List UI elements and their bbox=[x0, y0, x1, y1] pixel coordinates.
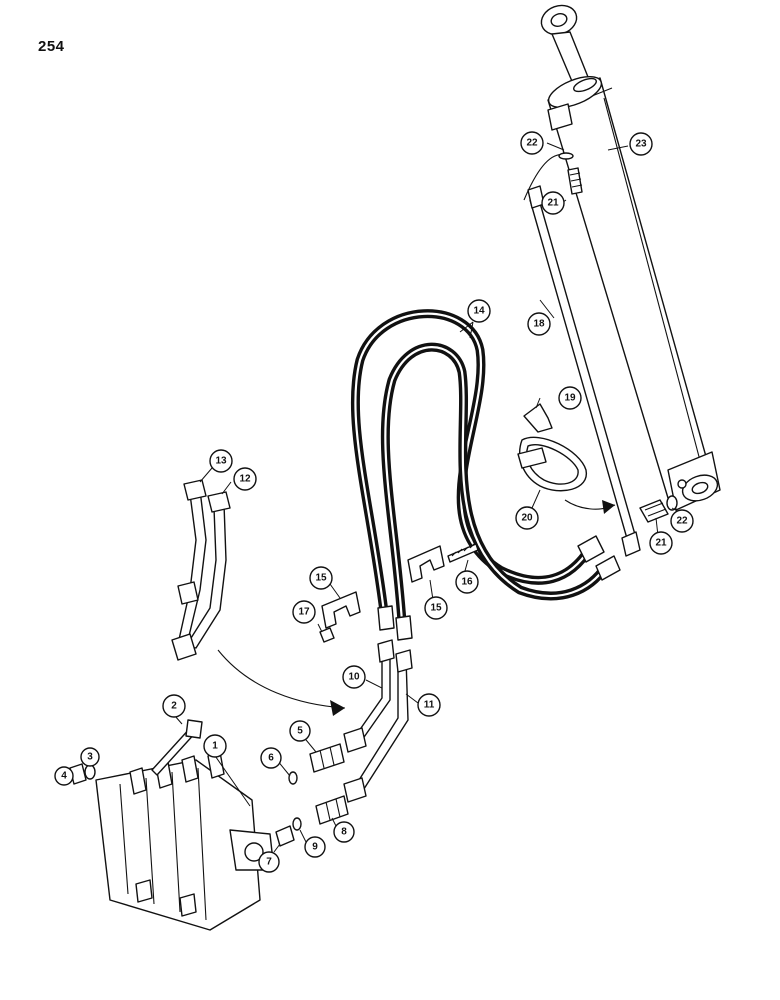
svg-text:6: 6 bbox=[268, 753, 274, 764]
svg-text:21: 21 bbox=[655, 538, 667, 549]
leader-lines bbox=[66, 142, 680, 853]
svg-text:23: 23 bbox=[635, 139, 647, 150]
svg-text:17: 17 bbox=[298, 607, 310, 618]
svg-text:8: 8 bbox=[341, 827, 347, 838]
svg-text:2: 2 bbox=[171, 701, 177, 712]
callout-3: 3 bbox=[80, 747, 100, 767]
tubes-12-13 bbox=[171, 479, 231, 661]
svg-text:15: 15 bbox=[315, 573, 327, 584]
svg-text:3: 3 bbox=[87, 752, 93, 763]
upper-fitting-21 bbox=[558, 152, 583, 195]
clamps-and-fasteners bbox=[319, 543, 479, 643]
svg-text:20: 20 bbox=[521, 513, 533, 524]
callout-2: 2 bbox=[162, 694, 186, 718]
callout-9: 9 bbox=[304, 836, 326, 858]
page-number: 254 bbox=[38, 38, 65, 55]
washer-3 bbox=[84, 764, 96, 780]
callout-21-lower: 21 bbox=[649, 531, 673, 555]
callout-7: 7 bbox=[258, 851, 280, 873]
lower-fitting-21 bbox=[639, 495, 678, 523]
callout-15a: 15 bbox=[309, 566, 333, 590]
callout-11: 11 bbox=[417, 693, 441, 717]
svg-text:14: 14 bbox=[473, 306, 485, 317]
callout-19: 19 bbox=[558, 386, 582, 410]
svg-text:9: 9 bbox=[312, 842, 318, 853]
svg-text:11: 11 bbox=[424, 700, 435, 711]
callout-22-upper: 22 bbox=[520, 131, 544, 155]
callout-8: 8 bbox=[333, 821, 355, 843]
svg-text:18: 18 bbox=[533, 319, 545, 330]
tubes-10-11 bbox=[343, 639, 413, 803]
svg-text:10: 10 bbox=[348, 672, 360, 683]
callout-10: 10 bbox=[342, 665, 366, 689]
strap-and-spacer bbox=[517, 403, 587, 492]
callout-15b: 15 bbox=[424, 596, 448, 620]
callout-13: 13 bbox=[209, 449, 233, 473]
callout-22-lower: 22 bbox=[670, 509, 694, 533]
svg-text:4: 4 bbox=[61, 771, 67, 782]
callout-23: 23 bbox=[629, 132, 653, 156]
svg-text:22: 22 bbox=[526, 138, 538, 149]
svg-text:12: 12 bbox=[239, 474, 251, 485]
svg-text:22: 22 bbox=[676, 516, 688, 527]
hoses-14 bbox=[350, 309, 621, 641]
svg-text:21: 21 bbox=[547, 198, 559, 209]
callout-6: 6 bbox=[260, 747, 282, 769]
svg-text:5: 5 bbox=[297, 726, 303, 737]
svg-text:7: 7 bbox=[266, 857, 272, 868]
svg-text:13: 13 bbox=[215, 456, 227, 467]
svg-text:15: 15 bbox=[430, 603, 442, 614]
svg-text:16: 16 bbox=[461, 577, 473, 588]
callout-1: 1 bbox=[203, 734, 227, 758]
callout-5: 5 bbox=[289, 720, 311, 742]
cylinder-assembly bbox=[540, 4, 721, 511]
callout-20: 20 bbox=[515, 506, 539, 530]
adapters-and-orings bbox=[275, 743, 349, 847]
callout-17: 17 bbox=[292, 600, 316, 624]
callout-4: 4 bbox=[54, 766, 74, 786]
svg-text:19: 19 bbox=[564, 393, 576, 404]
control-valve-block bbox=[95, 751, 275, 931]
callout-14: 14 bbox=[467, 299, 491, 323]
callout-21-upper: 21 bbox=[541, 191, 565, 215]
callout-16: 16 bbox=[455, 570, 479, 594]
callout-18: 18 bbox=[527, 312, 551, 336]
callout-12: 12 bbox=[233, 467, 257, 491]
cylinder-tube bbox=[523, 154, 641, 557]
svg-text:1: 1 bbox=[212, 741, 218, 752]
